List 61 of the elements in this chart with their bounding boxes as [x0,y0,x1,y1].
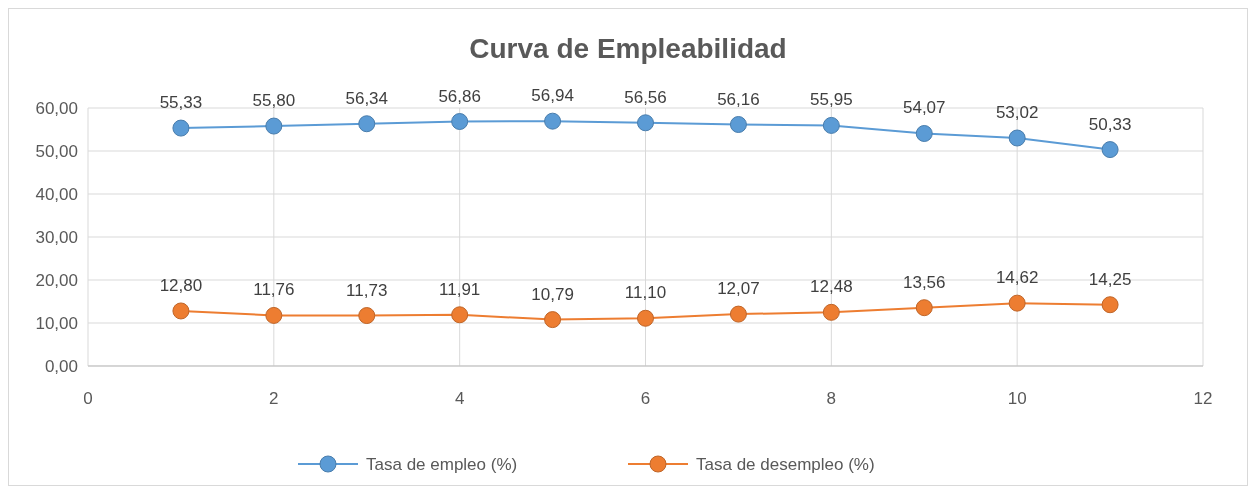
point [915,125,933,142]
data-label: 11,76 [253,280,295,300]
data-label: 14,62 [995,268,1039,288]
data-label: 55,95 [810,90,853,110]
y-tick-label: 50,00 [35,141,78,161]
data-label: 56,34 [345,88,389,108]
data-label: 11,91 [439,279,481,299]
point [172,119,190,137]
data-label: 56,86 [438,86,481,106]
data-label: 56,56 [624,87,667,107]
point [1008,129,1026,147]
data-label: 55,80 [252,91,296,111]
point [544,112,562,130]
data-label: 10,79 [531,284,574,304]
x-tick-label: 4 [454,389,465,408]
point [637,309,654,327]
data-label: 14,25 [1088,269,1132,289]
y-tick-label: 20,00 [35,270,78,290]
data-label: 50,33 [1088,114,1132,134]
y-tick-label: 60,00 [35,98,78,118]
data-label: 12,07 [717,279,760,299]
point [451,113,469,130]
data-label: 11,10 [624,283,667,303]
x-tick-label: 12 [1193,389,1213,408]
point [172,302,190,320]
data-label: 54,07 [902,98,946,118]
data-label: 12,48 [810,277,853,297]
data-label: 12,80 [159,275,203,295]
point [265,117,283,135]
point [1008,294,1026,312]
data-label: 56,16 [717,89,760,109]
x-tick-label: 6 [640,389,651,408]
point [915,299,933,317]
chart-title: Curva de Empleabilidad [469,33,787,64]
point [822,116,840,134]
point [1101,296,1119,314]
point [358,307,376,325]
legend-label: Tasa de desempleo (%) [696,454,875,474]
x-tick-label: 10 [1007,389,1027,408]
data-label: 11,73 [346,280,388,300]
x-tick-label: 2 [269,389,279,408]
y-tick-label: 30,00 [35,227,78,247]
point [637,114,654,132]
data-label: 55,33 [159,93,203,113]
y-tick-label: 40,00 [35,184,78,204]
point [544,311,562,329]
data-label: 13,56 [902,272,946,292]
point [729,305,747,323]
y-tick-label: 0,00 [44,356,78,376]
x-tick-label: 8 [826,389,837,408]
point [729,116,747,134]
legend-label: Tasa de empleo (%) [366,454,518,474]
point [451,306,469,324]
y-tick-label: 10,00 [35,313,78,333]
data-label: 56,94 [531,86,574,106]
point [822,303,840,321]
point [358,115,376,133]
data-label: 53,02 [995,103,1039,123]
point [1101,141,1119,159]
x-tick-label: 0 [83,389,93,408]
point [265,306,283,324]
